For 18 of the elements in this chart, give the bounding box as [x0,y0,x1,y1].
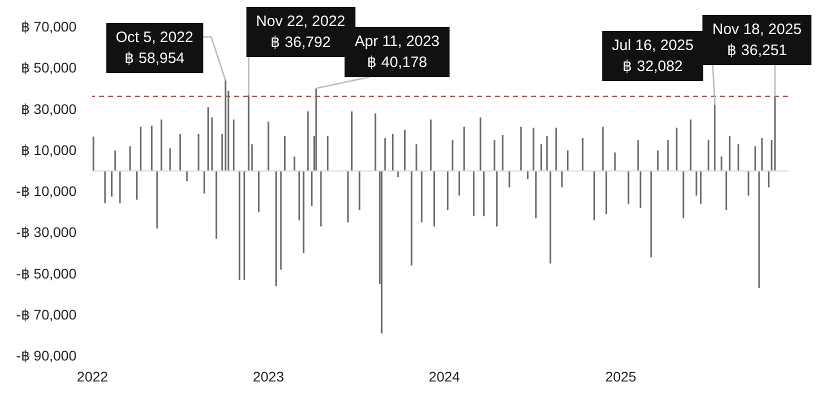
annotation: Nov 22, 2022 ฿ 36,792 [246,7,356,57]
y-tick-label: -฿ 10,000 [16,183,77,199]
annotation: Apr 11, 2023 ฿ 40,178 [344,27,450,77]
x-tick-label: 2023 [252,368,284,384]
x-tick-label: 2022 [76,368,108,384]
y-tick-label: -฿ 50,000 [16,265,77,282]
y-tick-label: ฿ 70,000 [20,18,77,34]
y-tick-label: -฿ 70,000 [16,306,77,322]
x-tick-label: 2025 [605,368,637,384]
y-tick-label: ฿ 30,000 [20,100,77,117]
x-tick-label: 2024 [428,368,460,384]
annotation: Oct 5, 2022 ฿ 58,954 [106,23,204,73]
annotation: Jul 16, 2025 ฿ 32,082 [602,31,704,81]
y-tick-label: -฿ 90,000 [16,348,77,364]
y-tick-label: ฿ 50,000 [20,60,77,76]
annotation: Nov 18, 2025 ฿ 36,251 [702,15,812,65]
y-tick-label: ฿ 10,000 [20,142,77,158]
y-tick-label: -฿ 30,000 [16,224,77,240]
